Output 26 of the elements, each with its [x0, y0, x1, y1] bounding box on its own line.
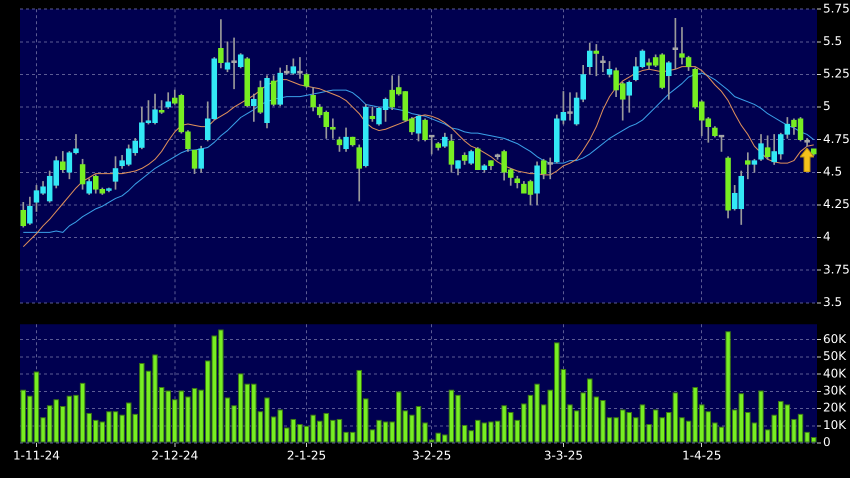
y-tick-label: 4 — [823, 230, 831, 244]
y-tick-label: 5.75 — [823, 1, 850, 16]
candlestick — [224, 41, 230, 72]
y-tick-label: 60K — [823, 332, 848, 346]
x-tick-label: 3-3-25 — [544, 448, 584, 462]
x-tick-label: 3-2-25 — [412, 448, 452, 462]
y-tick-label: 3.5 — [823, 294, 842, 309]
x-tick-label: 1-11-24 — [13, 448, 60, 462]
y-tick-label: 40K — [823, 366, 848, 380]
y-tick-label: 30K — [823, 383, 848, 398]
x-tick-label: 1-4-25 — [682, 448, 722, 462]
y-tick-label: 5.25 — [823, 66, 850, 81]
y-tick-label: 20K — [823, 400, 848, 415]
y-tick-label: 3.75 — [823, 262, 850, 276]
candlestick — [679, 27, 685, 64]
x-tick-label: 2-12-24 — [151, 448, 198, 462]
y-tick-label: 4.75 — [823, 132, 850, 146]
y-tick-label: 4.25 — [823, 197, 850, 212]
y-tick-label: 10K — [823, 418, 848, 432]
x-tick-label: 2-1-25 — [286, 448, 326, 462]
y-tick-label: 50K — [823, 349, 848, 364]
y-tick-label: 0 — [823, 435, 831, 450]
y-tick-label: 5.5 — [823, 34, 842, 48]
y-tick-label: 4.5 — [823, 164, 842, 178]
y-tick-label: 5 — [823, 99, 831, 114]
candlestick — [718, 134, 724, 152]
